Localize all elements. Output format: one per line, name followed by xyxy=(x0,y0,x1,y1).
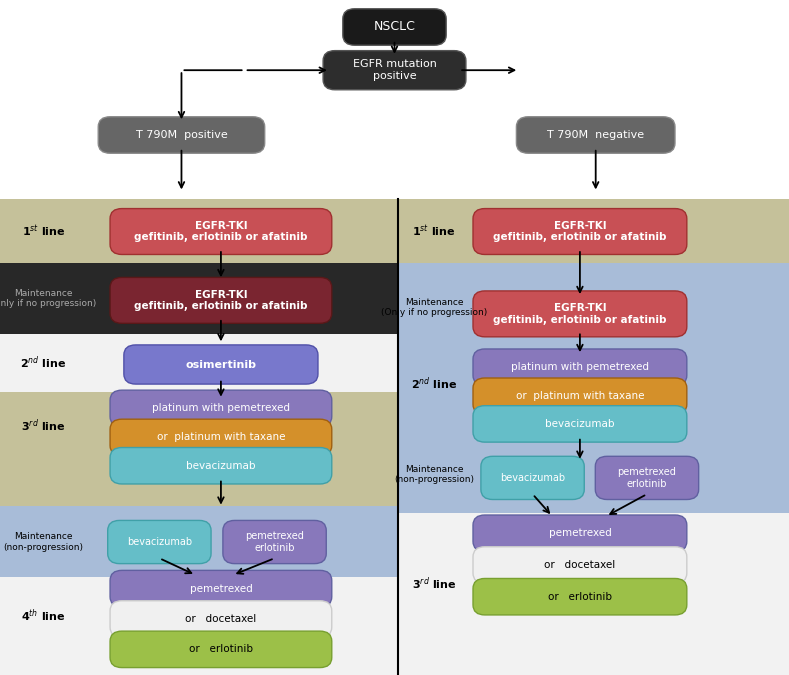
Text: T 790M  negative: T 790M negative xyxy=(547,130,645,140)
FancyBboxPatch shape xyxy=(110,601,332,637)
Bar xyxy=(398,354,789,435)
Text: or   erlotinib: or erlotinib xyxy=(548,592,612,601)
Text: bevacizumab: bevacizumab xyxy=(500,473,565,483)
FancyBboxPatch shape xyxy=(222,520,326,564)
FancyBboxPatch shape xyxy=(110,570,332,607)
Text: platinum with pemetrexed: platinum with pemetrexed xyxy=(152,404,290,413)
Bar xyxy=(0,263,398,334)
Text: or   docetaxel: or docetaxel xyxy=(544,560,615,570)
Bar xyxy=(0,577,398,675)
FancyBboxPatch shape xyxy=(473,547,686,583)
FancyBboxPatch shape xyxy=(595,456,699,500)
Text: Maintenance
(non-progression): Maintenance (non-progression) xyxy=(394,465,474,484)
Bar xyxy=(0,334,398,392)
Text: 2$^{nd}$ line: 2$^{nd}$ line xyxy=(411,375,457,391)
FancyBboxPatch shape xyxy=(110,277,332,323)
Text: pemetrexed
erlotinib: pemetrexed erlotinib xyxy=(618,467,676,489)
FancyBboxPatch shape xyxy=(98,117,264,153)
Text: EGFR-TKI
gefitinib, erlotinib or afatinib: EGFR-TKI gefitinib, erlotinib or afatini… xyxy=(134,290,308,311)
FancyBboxPatch shape xyxy=(342,9,447,45)
Text: or  platinum with taxane: or platinum with taxane xyxy=(516,392,644,401)
FancyBboxPatch shape xyxy=(323,51,466,90)
FancyBboxPatch shape xyxy=(107,520,211,564)
Bar xyxy=(0,392,398,506)
FancyBboxPatch shape xyxy=(110,419,332,456)
FancyBboxPatch shape xyxy=(473,209,686,254)
Text: Maintenance
(Only if no progression): Maintenance (Only if no progression) xyxy=(381,298,487,317)
Text: 3$^{rd}$ line: 3$^{rd}$ line xyxy=(21,417,65,433)
FancyBboxPatch shape xyxy=(110,631,332,668)
Bar xyxy=(398,513,789,675)
Text: 1$^{st}$ line: 1$^{st}$ line xyxy=(412,223,456,240)
Bar xyxy=(0,506,398,577)
FancyBboxPatch shape xyxy=(473,515,686,551)
Text: 3$^{rd}$ line: 3$^{rd}$ line xyxy=(412,576,456,592)
Text: bevacizumab: bevacizumab xyxy=(186,461,256,470)
FancyBboxPatch shape xyxy=(473,291,686,337)
Text: EGFR-TKI
gefitinib, erlotinib or afatinib: EGFR-TKI gefitinib, erlotinib or afatini… xyxy=(134,221,308,242)
Text: NSCLC: NSCLC xyxy=(373,20,416,34)
Text: pemetrexed
erlotinib: pemetrexed erlotinib xyxy=(245,531,304,553)
Bar xyxy=(398,199,789,263)
Text: osimertinib: osimertinib xyxy=(185,360,256,369)
Text: Maintenance
(Only if no progression): Maintenance (Only if no progression) xyxy=(0,289,96,308)
Text: platinum with pemetrexed: platinum with pemetrexed xyxy=(511,362,649,372)
Text: EGFR-TKI
gefitinib, erlotinib or afatinib: EGFR-TKI gefitinib, erlotinib or afatini… xyxy=(493,303,667,325)
FancyBboxPatch shape xyxy=(473,378,686,414)
FancyBboxPatch shape xyxy=(473,406,686,442)
Text: or   erlotinib: or erlotinib xyxy=(189,645,253,654)
FancyBboxPatch shape xyxy=(124,345,318,384)
Text: T 790M  positive: T 790M positive xyxy=(136,130,227,140)
FancyBboxPatch shape xyxy=(481,456,584,500)
Text: Maintenance
(non-progression): Maintenance (non-progression) xyxy=(3,533,84,551)
Text: 1$^{st}$ line: 1$^{st}$ line xyxy=(21,223,65,240)
Text: EGFR-TKI
gefitinib, erlotinib or afatinib: EGFR-TKI gefitinib, erlotinib or afatini… xyxy=(493,221,667,242)
Text: pemetrexed: pemetrexed xyxy=(548,529,611,538)
FancyBboxPatch shape xyxy=(110,390,332,427)
Bar xyxy=(0,199,398,263)
FancyBboxPatch shape xyxy=(473,349,686,385)
FancyBboxPatch shape xyxy=(110,209,332,254)
Bar xyxy=(398,435,789,513)
Text: bevacizumab: bevacizumab xyxy=(127,537,192,547)
Text: bevacizumab: bevacizumab xyxy=(545,419,615,429)
FancyBboxPatch shape xyxy=(516,117,675,153)
Text: 4$^{th}$ line: 4$^{th}$ line xyxy=(21,608,65,624)
Bar xyxy=(398,263,789,354)
Text: EGFR mutation
positive: EGFR mutation positive xyxy=(353,59,436,81)
Text: or   docetaxel: or docetaxel xyxy=(185,614,256,624)
Text: or  platinum with taxane: or platinum with taxane xyxy=(157,433,285,442)
Text: pemetrexed: pemetrexed xyxy=(189,584,252,593)
FancyBboxPatch shape xyxy=(473,578,686,615)
Text: 2$^{nd}$ line: 2$^{nd}$ line xyxy=(21,355,66,371)
FancyBboxPatch shape xyxy=(110,448,332,484)
